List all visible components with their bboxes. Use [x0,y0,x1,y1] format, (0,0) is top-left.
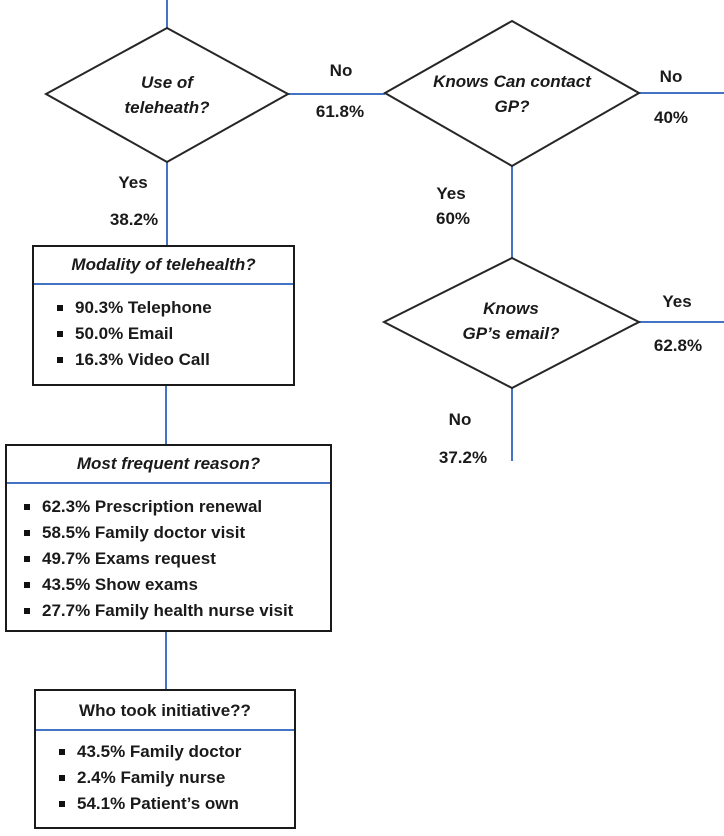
box-initiative-title: Who took initiative?? [36,691,294,731]
list-item: 43.5% Show exams [24,572,330,598]
diamond-label-line: Knows Can contact [433,72,591,91]
box-modality-list: 90.3% Telephone 50.0% Email 16.3% Video … [57,285,293,373]
list-item: 16.3% Video Call [57,347,293,373]
edge-pct-contact-no: 40% [653,108,689,127]
box-who-took-initiative: Who took initiative?? 43.5% Family docto… [34,689,296,829]
edge-answer-contact-yes: Yes [436,184,466,203]
list-item: 90.3% Telephone [57,295,293,321]
list-item: 2.4% Family nurse [59,765,294,791]
diamond-label-knows-can-contact-gp: Knows Can contact GP? [433,69,591,119]
box-initiative-list: 43.5% Family doctor 2.4% Family nurse 54… [59,731,294,817]
list-item: 49.7% Exams request [24,546,330,572]
list-item: 43.5% Family doctor [59,739,294,765]
list-item: 62.3% Prescription renewal [24,494,330,520]
edge-answer-use-no: No [329,61,353,80]
edge-answer-contact-no: No [659,67,683,86]
diamond-knows-can-contact-gp [382,19,642,168]
box-reason-list: 62.3% Prescription renewal 58.5% Family … [24,484,330,624]
box-reason-title: Most frequent reason? [7,446,330,484]
box-modality-title: Modality of telehealth? [34,247,293,285]
diamond-label-use-of-telehealth: Use of teleheath? [124,70,209,120]
diamond-knows-gp-email [381,256,642,390]
list-item: 58.5% Family doctor visit [24,520,330,546]
list-item: 54.1% Patient’s own [59,791,294,817]
edge-answer-use-yes: Yes [118,173,148,192]
diamond-label-line: Knows [483,299,539,318]
box-most-frequent-reason: Most frequent reason? 62.3% Prescription… [5,444,332,632]
edge-pct-use-no: 61.8% [315,102,365,121]
edge-answer-email-yes: Yes [662,292,692,311]
list-item: 27.7% Family health nurse visit [24,598,330,624]
list-item: 50.0% Email [57,321,293,347]
edge-pct-email-yes: 62.8% [653,336,703,355]
diamond-label-line: Use of [141,73,193,92]
diamond-label-line: teleheath? [124,98,210,117]
edge-answer-email-no: No [448,410,472,429]
edge-pct-use-yes: 38.2% [109,210,159,229]
edge-pct-email-no: 37.2% [438,448,488,467]
diamond-label-knows-gp-email: Knows GP’s email? [462,296,559,346]
box-modality-of-telehealth: Modality of telehealth? 90.3% Telephone … [32,245,295,386]
diamond-label-line: GP’s email? [462,324,560,343]
diamond-label-line: GP? [494,97,530,116]
diamond-use-of-telehealth [43,26,291,164]
edge-pct-contact-yes: 60% [435,209,471,228]
